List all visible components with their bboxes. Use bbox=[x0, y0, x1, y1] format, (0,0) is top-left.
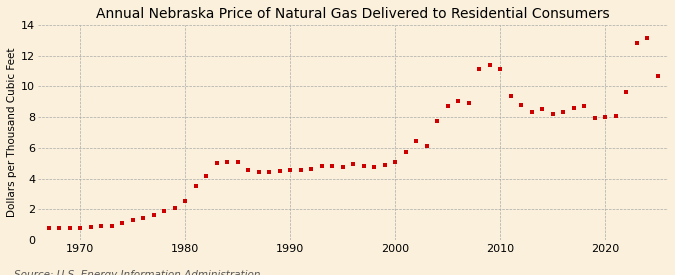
Point bbox=[232, 160, 243, 165]
Point bbox=[148, 213, 159, 217]
Point bbox=[327, 164, 338, 169]
Point bbox=[495, 67, 506, 72]
Point bbox=[389, 160, 400, 164]
Point bbox=[421, 143, 432, 148]
Point bbox=[221, 160, 232, 164]
Point bbox=[253, 170, 264, 175]
Title: Annual Nebraska Price of Natural Gas Delivered to Residential Consumers: Annual Nebraska Price of Natural Gas Del… bbox=[97, 7, 610, 21]
Point bbox=[358, 163, 369, 168]
Point bbox=[484, 63, 495, 67]
Point bbox=[348, 162, 358, 166]
Point bbox=[106, 224, 117, 228]
Point bbox=[306, 166, 317, 171]
Point bbox=[400, 150, 411, 154]
Point bbox=[180, 199, 190, 203]
Point bbox=[85, 225, 96, 229]
Point bbox=[264, 170, 275, 175]
Point bbox=[337, 165, 348, 169]
Point bbox=[190, 184, 201, 189]
Point bbox=[379, 163, 390, 167]
Point bbox=[505, 94, 516, 98]
Point bbox=[568, 106, 579, 110]
Point bbox=[138, 216, 148, 220]
Point bbox=[75, 225, 86, 230]
Point bbox=[474, 67, 485, 71]
Point bbox=[631, 40, 642, 45]
Point bbox=[589, 116, 600, 120]
Point bbox=[463, 100, 474, 105]
Point bbox=[558, 109, 568, 114]
Point bbox=[159, 209, 169, 213]
Point bbox=[442, 104, 453, 109]
Point bbox=[526, 109, 537, 114]
Point bbox=[53, 226, 64, 230]
Point bbox=[127, 218, 138, 222]
Point bbox=[610, 114, 621, 119]
Point bbox=[295, 168, 306, 172]
Point bbox=[453, 99, 464, 103]
Point bbox=[43, 226, 54, 231]
Point bbox=[117, 221, 128, 226]
Point bbox=[410, 139, 421, 143]
Point bbox=[516, 103, 526, 107]
Point bbox=[578, 104, 589, 109]
Text: Source: U.S. Energy Information Administration: Source: U.S. Energy Information Administ… bbox=[14, 271, 260, 275]
Point bbox=[599, 115, 610, 119]
Point bbox=[64, 226, 75, 230]
Point bbox=[369, 165, 379, 169]
Point bbox=[620, 90, 631, 94]
Point bbox=[169, 206, 180, 211]
Point bbox=[537, 106, 547, 111]
Point bbox=[431, 118, 442, 123]
Point bbox=[316, 164, 327, 169]
Point bbox=[285, 168, 296, 172]
Point bbox=[642, 36, 653, 40]
Point bbox=[211, 161, 222, 166]
Point bbox=[274, 169, 285, 173]
Point bbox=[242, 168, 253, 172]
Point bbox=[652, 73, 663, 78]
Point bbox=[96, 224, 107, 229]
Y-axis label: Dollars per Thousand Cubic Feet: Dollars per Thousand Cubic Feet bbox=[7, 48, 17, 217]
Point bbox=[200, 173, 211, 178]
Point bbox=[547, 112, 558, 116]
